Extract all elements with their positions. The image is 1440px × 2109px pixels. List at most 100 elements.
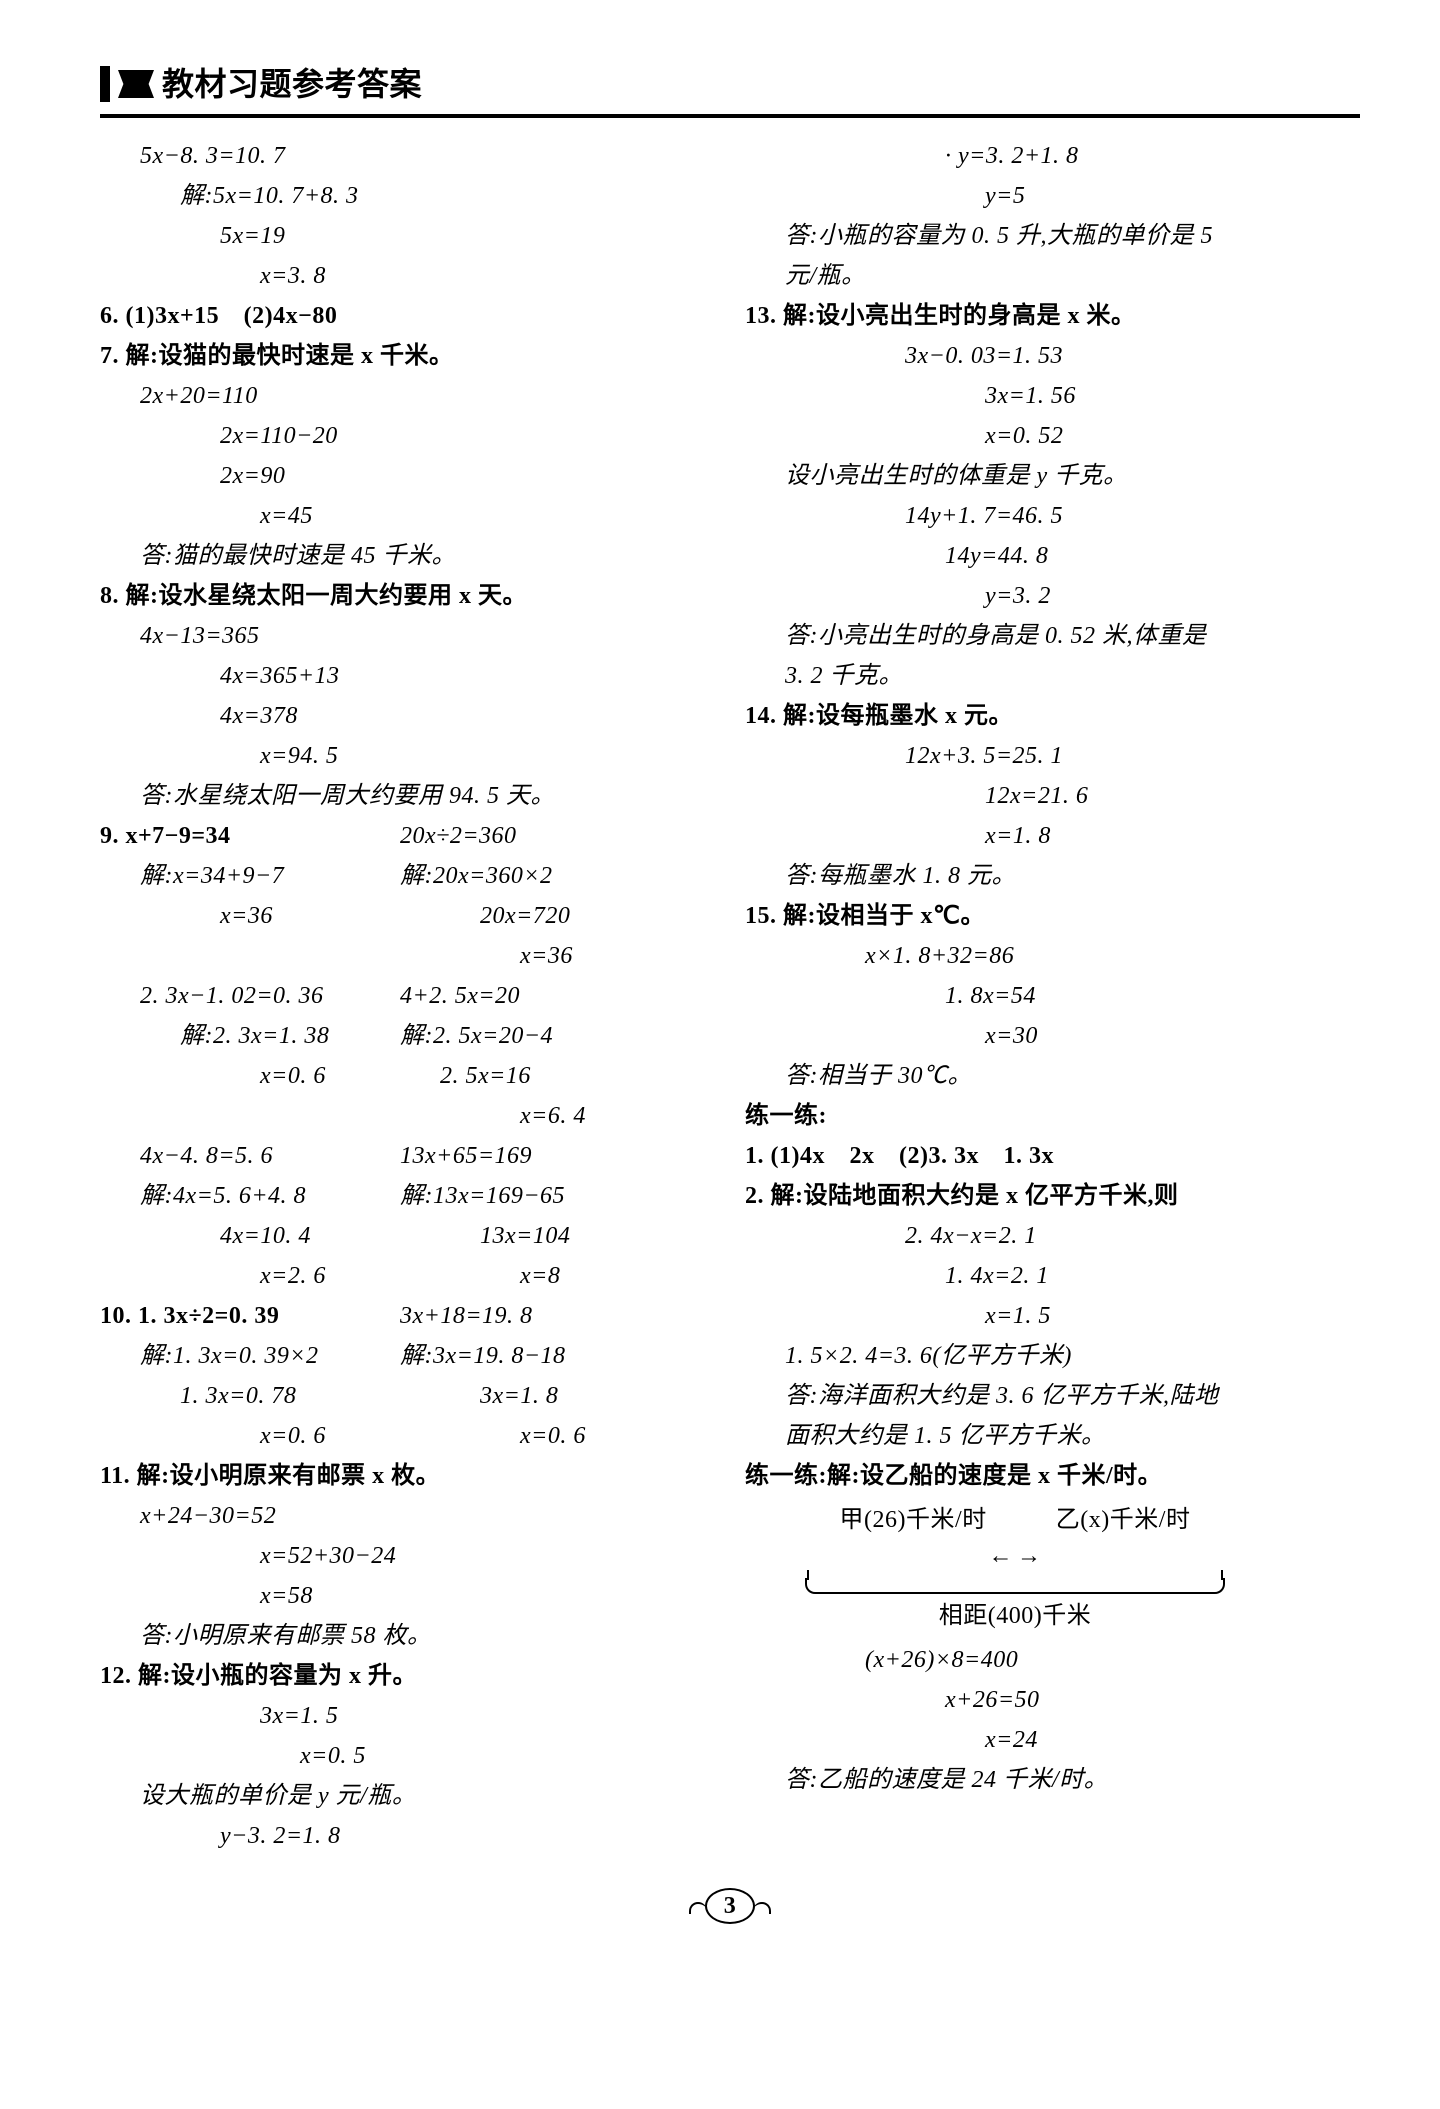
text-line: y=5 bbox=[745, 178, 1360, 214]
text-line: 14. 解:设每瓶墨水 x 元。 bbox=[745, 698, 1360, 734]
equation-text: 13x=104 bbox=[400, 1218, 570, 1254]
equation-pair-row: x=0. 6x=0. 6 bbox=[100, 1418, 715, 1454]
text-line: 1. 4x=2. 1 bbox=[745, 1258, 1360, 1294]
text-line: 2x=110−20 bbox=[100, 418, 715, 454]
text-line: 2. 解:设陆地面积大约是 x 亿平方千米,则 bbox=[745, 1178, 1360, 1214]
equation-text: x=0. 6 bbox=[400, 1418, 586, 1454]
equation-pair-row: 2. 3x−1. 02=0. 364+2. 5x=20 bbox=[100, 978, 715, 1014]
header-flag-icon bbox=[118, 70, 154, 98]
text-line: 15. 解:设相当于 x℃。 bbox=[745, 898, 1360, 934]
equation-text: 1. 3x=0. 78 bbox=[100, 1378, 400, 1414]
text-line: 答:水星绕太阳一周大约要用 94. 5 天。 bbox=[100, 778, 715, 814]
text-line: x=3. 8 bbox=[100, 258, 715, 294]
equation-text: 13x+65=169 bbox=[400, 1138, 532, 1174]
diagram-right-label: 乙(x)千米/时 bbox=[1056, 1502, 1191, 1538]
equation-text: 解:1. 3x=0. 39×2 bbox=[100, 1338, 400, 1374]
page-footer: 3 bbox=[100, 1888, 1360, 1924]
text-line: x=58 bbox=[100, 1578, 715, 1614]
text-line: 4x−13=365 bbox=[100, 618, 715, 654]
equation-pair-row: 解:1. 3x=0. 39×2解:3x=19. 8−18 bbox=[100, 1338, 715, 1374]
equation-text: 9. x+7−9=34 bbox=[100, 818, 400, 854]
equation-text: 4x=10. 4 bbox=[100, 1218, 400, 1254]
text-line: 答:乙船的速度是 24 千米/时。 bbox=[745, 1762, 1360, 1798]
text-line: 面积大约是 1. 5 亿平方千米。 bbox=[745, 1418, 1360, 1454]
equation-text: 解:13x=169−65 bbox=[400, 1178, 565, 1214]
text-line: 1. 8x=54 bbox=[745, 978, 1360, 1014]
equation-text: 20x÷2=360 bbox=[400, 818, 517, 854]
text-line: 答:每瓶墨水 1. 8 元。 bbox=[745, 858, 1360, 894]
text-line: 2. 4x−x=2. 1 bbox=[745, 1218, 1360, 1254]
header-title: 教材习题参考答案 bbox=[162, 60, 422, 108]
equation-text: x=36 bbox=[100, 898, 400, 934]
equation-pair-row: 9. x+7−9=3420x÷2=360 bbox=[100, 818, 715, 854]
equation-text: 解:20x=360×2 bbox=[400, 858, 553, 894]
equation-pair-row: 解:x=34+9−7解:20x=360×2 bbox=[100, 858, 715, 894]
equation-pair-row: 10. 1. 3x÷2=0. 393x+18=19. 8 bbox=[100, 1298, 715, 1334]
equation-pair-row: x=2. 6x=8 bbox=[100, 1258, 715, 1294]
equation-text: 4+2. 5x=20 bbox=[400, 978, 520, 1014]
text-line: 3x=1. 5 bbox=[100, 1698, 715, 1734]
equation-text: x=6. 4 bbox=[400, 1098, 586, 1134]
left-column: 5x−8. 3=10. 7解:5x=10. 7+8. 35x=19x=3. 86… bbox=[100, 138, 715, 1858]
text-line: 3x−0. 03=1. 53 bbox=[745, 338, 1360, 374]
badge-wing-icon bbox=[689, 1902, 707, 1914]
badge-wing-icon bbox=[753, 1902, 771, 1914]
page-header: 教材习题参考答案 bbox=[100, 60, 1360, 118]
text-line: x=45 bbox=[100, 498, 715, 534]
equation-pair-row: x=3620x=720 bbox=[100, 898, 715, 934]
equation-text: x=0. 6 bbox=[100, 1418, 400, 1454]
equation-text: x=36 bbox=[400, 938, 573, 974]
text-line: 答:相当于 30℃。 bbox=[745, 1058, 1360, 1094]
text-line: 11. 解:设小明原来有邮票 x 枚。 bbox=[100, 1458, 715, 1494]
text-line: 14y=44. 8 bbox=[745, 538, 1360, 574]
diagram-arrows-icon: ←→ bbox=[805, 1538, 1225, 1574]
equation-text: 3x=1. 8 bbox=[400, 1378, 558, 1414]
text-line: 4x=378 bbox=[100, 698, 715, 734]
text-line: x=24 bbox=[745, 1722, 1360, 1758]
equation-pair-row: 1. 3x=0. 783x=1. 8 bbox=[100, 1378, 715, 1414]
text-line: y=3. 2 bbox=[745, 578, 1360, 614]
equation-text: x=0. 6 bbox=[100, 1058, 400, 1094]
equation-pair-row: 解:4x=5. 6+4. 8解:13x=169−65 bbox=[100, 1178, 715, 1214]
text-line: 3. 2 千克。 bbox=[745, 658, 1360, 694]
equation-pair-row: 4x−4. 8=5. 613x+65=169 bbox=[100, 1138, 715, 1174]
equation-text: 解:2. 3x=1. 38 bbox=[100, 1018, 400, 1054]
equation-text bbox=[100, 938, 400, 974]
equation-text bbox=[100, 1098, 400, 1134]
right-column: · y=3. 2+1. 8y=5答:小瓶的容量为 0. 5 升,大瓶的单价是 5… bbox=[745, 138, 1360, 1858]
text-line: 2x+20=110 bbox=[100, 378, 715, 414]
text-line: 设小亮出生时的体重是 y 千克。 bbox=[745, 458, 1360, 494]
equation-text: 2. 3x−1. 02=0. 36 bbox=[100, 978, 400, 1014]
page-number: 3 bbox=[724, 1893, 737, 1919]
text-line: 14y+1. 7=46. 5 bbox=[745, 498, 1360, 534]
text-line: 8. 解:设水星绕太阳一周大约要用 x 天。 bbox=[100, 578, 715, 614]
text-line: 2x=90 bbox=[100, 458, 715, 494]
text-line: x+26=50 bbox=[745, 1682, 1360, 1718]
equation-text: 解:3x=19. 8−18 bbox=[400, 1338, 566, 1374]
diagram-bracket-icon bbox=[805, 1578, 1225, 1594]
equation-text: x=8 bbox=[400, 1258, 560, 1294]
text-line: 1. (1)4x 2x (2)3. 3x 1. 3x bbox=[745, 1138, 1360, 1174]
text-line: y−3. 2=1. 8 bbox=[100, 1818, 715, 1854]
equation-pair-row: x=36 bbox=[100, 938, 715, 974]
text-line: · y=3. 2+1. 8 bbox=[745, 138, 1360, 174]
text-line: 设大瓶的单价是 y 元/瓶。 bbox=[100, 1778, 715, 1814]
text-line: x+24−30=52 bbox=[100, 1498, 715, 1534]
text-line: 1. 5×2. 4=3. 6(亿平方千米) bbox=[745, 1338, 1360, 1374]
header-flag-icon bbox=[100, 66, 110, 102]
equation-pair-row: 4x=10. 413x=104 bbox=[100, 1218, 715, 1254]
text-line: x×1. 8+32=86 bbox=[745, 938, 1360, 974]
text-line: x=0. 5 bbox=[100, 1738, 715, 1774]
equation-text: 4x−4. 8=5. 6 bbox=[100, 1138, 400, 1174]
text-line: 7. 解:设猫的最快时速是 x 千米。 bbox=[100, 338, 715, 374]
equation-text: 解:x=34+9−7 bbox=[100, 858, 400, 894]
text-line: 12x+3. 5=25. 1 bbox=[745, 738, 1360, 774]
page-number-badge: 3 bbox=[705, 1888, 755, 1924]
equation-pair-row: x=0. 62. 5x=16 bbox=[100, 1058, 715, 1094]
equation-text: x=2. 6 bbox=[100, 1258, 400, 1294]
text-line: 练一练:解:设乙船的速度是 x 千米/时。 bbox=[745, 1458, 1360, 1494]
equation-text: 2. 5x=16 bbox=[400, 1058, 531, 1094]
text-line: 解:5x=10. 7+8. 3 bbox=[100, 178, 715, 214]
text-line: x=0. 52 bbox=[745, 418, 1360, 454]
content-columns: 5x−8. 3=10. 7解:5x=10. 7+8. 35x=19x=3. 86… bbox=[100, 138, 1360, 1858]
